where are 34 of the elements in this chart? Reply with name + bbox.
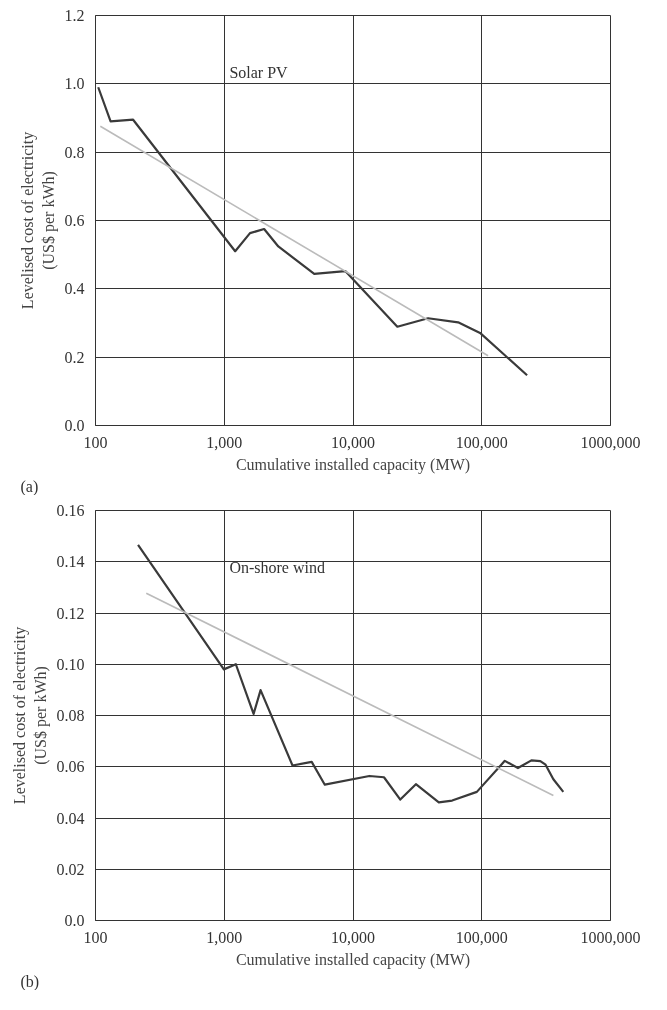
y-axis-title: Levelised cost of electricity (US$ per kWh) bbox=[19, 131, 58, 310]
y-tick-label: 0.10 bbox=[56, 655, 85, 673]
x-axis-title: Cumulative installed capacity (MW) bbox=[235, 950, 471, 969]
text: (b) bbox=[20, 972, 40, 991]
y-tick-label: 0.12 bbox=[56, 604, 85, 622]
text: Solar PV bbox=[229, 64, 289, 82]
x-tick-label: 1000,000 bbox=[580, 433, 641, 451]
x-tick-label: 1,000 bbox=[206, 928, 243, 946]
x-tick-label: 1000,000 bbox=[580, 928, 641, 946]
y-tick-label: 1.0 bbox=[64, 75, 85, 93]
text: (a) bbox=[20, 477, 39, 496]
x-tick-label: 100 bbox=[83, 928, 108, 946]
y-tick-label: 1.2 bbox=[64, 7, 85, 24]
y-tick-label: 0.16 bbox=[56, 502, 85, 519]
x-tick-label: 100 bbox=[83, 433, 108, 451]
y-tick-label: 0.4 bbox=[64, 280, 85, 298]
y-tick-label: 0.06 bbox=[56, 758, 85, 776]
x-tick-label: 1,000 bbox=[206, 433, 243, 451]
y-axis-title: Levelised cost of electricity (US$ per kWh) bbox=[11, 626, 50, 805]
y-tick-label: 0.2 bbox=[64, 348, 85, 366]
y-tick-label: 0.04 bbox=[56, 809, 85, 827]
y-tick-label: 0.14 bbox=[56, 553, 85, 571]
x-tick-label: 10,000 bbox=[331, 433, 375, 451]
y-tick-label: 0.08 bbox=[56, 707, 85, 724]
y-tick-label: 0.6 bbox=[64, 212, 85, 229]
y-tick-label: 0.8 bbox=[64, 143, 85, 161]
text: On-shore wind bbox=[229, 559, 325, 577]
x-tick-label: 100,000 bbox=[455, 433, 508, 451]
x-tick-label: 10,000 bbox=[331, 928, 375, 946]
y-tick-label: 0.0 bbox=[64, 912, 85, 929]
x-tick-label: 100,000 bbox=[455, 928, 508, 946]
y-tick-label: 0.0 bbox=[64, 417, 85, 434]
y-tick-label: 0.02 bbox=[56, 860, 85, 878]
x-axis-title: Cumulative installed capacity (MW) bbox=[235, 455, 471, 474]
